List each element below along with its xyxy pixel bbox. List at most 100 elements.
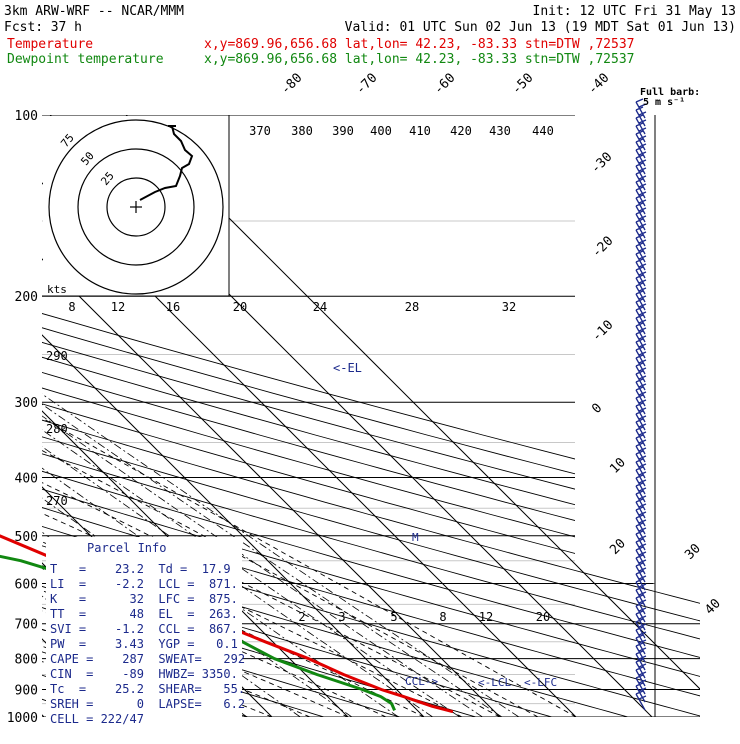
wind-barb-flag — [635, 562, 644, 567]
parcel-info-row: TT = 48 EL = 263. — [50, 607, 238, 621]
wind-barb-flag — [638, 367, 647, 372]
wind-barb-flag — [635, 370, 644, 375]
wind-barb-flag — [638, 351, 647, 356]
theta-label: 370 — [249, 124, 271, 138]
wind-barb-shaft — [635, 141, 646, 159]
wind-barb-shaft — [635, 125, 646, 143]
moist-adiabat-line — [42, 295, 501, 717]
wind-barb-shaft — [635, 589, 646, 607]
wind-barb-flag — [635, 426, 644, 431]
wind-barb-shaft — [635, 213, 646, 231]
wind-barb-flag — [638, 511, 647, 516]
pressure-tick-label: 700 — [15, 618, 38, 633]
theta-label: 410 — [409, 124, 431, 138]
mixing-ratio-label: 32 — [502, 300, 516, 314]
pressure-tick-label: 1000 — [7, 711, 38, 726]
theta-label: 430 — [489, 124, 511, 138]
wind-barb-shaft — [635, 221, 646, 239]
lfc-annotation: <-LFC — [524, 676, 557, 689]
dry-adiabat-label: 290 — [46, 349, 68, 363]
wind-barb-shaft — [635, 469, 646, 487]
wind-barb-flag — [638, 527, 647, 532]
temperature-profile-line — [0, 534, 454, 714]
mixing-ratio-label: 20 — [233, 300, 247, 314]
wind-barb-flag — [635, 234, 644, 239]
wind-barb-shaft — [635, 461, 646, 479]
isotherm-label: 40 — [702, 596, 724, 618]
wind-barb-flag — [635, 450, 644, 455]
wind-barb-flag — [638, 279, 647, 284]
wind-barb-flag — [635, 98, 644, 103]
wind-barb-flag — [638, 231, 647, 236]
wind-barb-shaft — [635, 309, 646, 327]
wind-barb-flag — [635, 458, 644, 463]
wind-barb-flag — [635, 186, 644, 191]
wind-barb-flag — [638, 663, 647, 668]
wind-barb-shaft — [635, 109, 646, 127]
wind-barb-flag — [638, 111, 647, 116]
wind-barb-shaft — [635, 237, 646, 255]
wind-barb-flag — [635, 226, 644, 231]
isotherm-label: -20 — [589, 234, 616, 261]
wind-barb-shaft — [635, 389, 646, 407]
wind-barb-flag — [635, 330, 644, 335]
hodograph-ring — [48, 119, 224, 295]
wind-barb-flag — [635, 522, 644, 527]
wind-barb-shaft — [635, 357, 646, 375]
wind-barb-shaft — [635, 437, 646, 455]
hodograph-ring — [106, 177, 166, 237]
wind-barb-shaft — [635, 413, 646, 431]
dry-adiabat-line — [42, 115, 553, 717]
mixing-ratio-label: 28 — [405, 300, 419, 314]
wind-barb-flag — [638, 175, 647, 180]
dewpoint-profile-line — [0, 554, 396, 712]
isotherm-line — [42, 115, 501, 717]
moist-adiabat-line — [42, 295, 349, 717]
wind-barb-shaft — [635, 229, 646, 247]
parcel-info-row: SREH = 0 LAPSE= 6.2 — [50, 697, 245, 711]
wind-barb-flag — [635, 482, 644, 487]
dry-adiabat-line — [42, 115, 700, 717]
wind-barb-flag — [635, 538, 644, 543]
dry-adiabat-line — [42, 115, 700, 717]
moist-adiabat-line — [42, 295, 577, 717]
wind-barb-flag — [638, 183, 647, 188]
wind-barb-flag — [635, 298, 644, 303]
wind-barb-shaft — [635, 533, 646, 551]
wind-barb-flag — [638, 383, 647, 388]
pressure-tick-label: 800 — [15, 653, 38, 668]
parcel-info-row: LI = -2.2 LCL = 871. — [50, 577, 238, 591]
wind-barb-flag — [638, 223, 647, 228]
wind-barb-flag — [638, 159, 647, 164]
dry-adiabat-line — [42, 115, 700, 717]
wind-barb-flag — [635, 570, 644, 575]
wind-barb-flag — [638, 639, 647, 644]
wind-barb-flag — [638, 135, 647, 140]
wind-barb-flag — [638, 215, 647, 220]
pressure-tick-label: 600 — [15, 577, 38, 592]
wind-barb-flag — [635, 322, 644, 327]
wind-barb-flag — [635, 210, 644, 215]
wind-barb-flag — [638, 143, 647, 148]
wind-barb-shaft — [635, 157, 646, 175]
wind-barb-shaft — [635, 509, 646, 527]
parcel-info-row: CAPE = 287 SWEAT= 292 — [50, 652, 245, 666]
wind-barb-shaft — [635, 173, 646, 191]
wind-barb-flag — [638, 263, 647, 268]
wind-barb-shaft — [635, 613, 646, 631]
parcel-info-row: CIN = -89 HWBZ= 3350. — [50, 667, 238, 681]
dry-adiabat-line — [42, 115, 700, 717]
wind-barb-shaft — [635, 581, 646, 599]
isotherm-label: -50 — [509, 71, 536, 98]
wind-barb-flag — [635, 530, 644, 535]
wind-barb-flag — [635, 634, 644, 639]
wind-barb-flag — [638, 535, 647, 540]
valid-time: Valid: 01 UTC Sun 02 Jun 13 (19 MDT Sat … — [345, 20, 736, 35]
moist-adiabat-line — [42, 295, 539, 717]
wind-barb-flag — [635, 506, 644, 511]
wind-barb-flag — [638, 487, 647, 492]
wind-barb-shaft — [635, 269, 646, 287]
mixing-ratio-line — [42, 295, 483, 717]
isotherm-label: -30 — [588, 150, 615, 177]
wind-barb-shaft — [635, 493, 646, 511]
